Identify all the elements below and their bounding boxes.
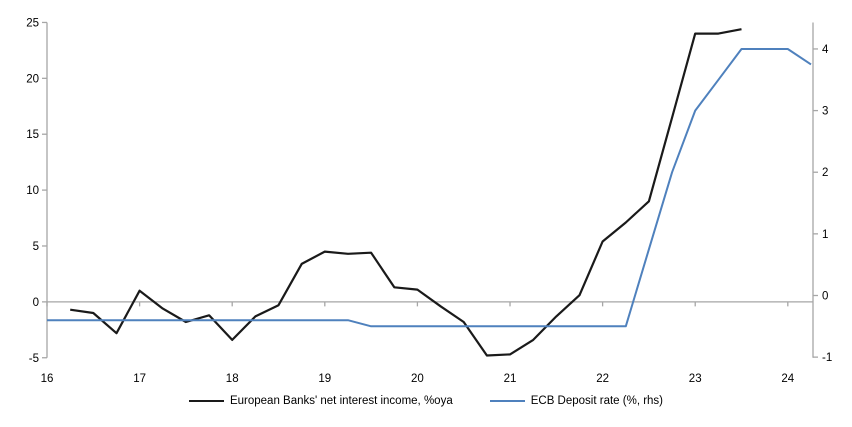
x-tick-label: 19	[318, 373, 331, 385]
x-tick-label: 24	[781, 373, 794, 385]
x-axis: 16 17 18 19 20 21 22 23 24	[41, 301, 813, 385]
legend-label-nii: European Banks' net interest income, %oy…	[229, 395, 453, 407]
series-line-ecb	[47, 48, 812, 328]
x-tick-label: 16	[41, 373, 54, 385]
y-tick-label-right: 0	[822, 290, 828, 302]
x-tick-label: 21	[504, 373, 517, 385]
y-tick-label-left: 5	[33, 241, 39, 253]
x-tick-label: 20	[411, 373, 424, 385]
y-tick-label-left: -5	[29, 353, 39, 365]
legend: European Banks' net interest income, %oy…	[0, 395, 852, 407]
x-tick-label: 17	[133, 373, 146, 385]
y-tick-label-left: 10	[26, 185, 39, 197]
legend-label-ecb: ECB Deposit rate (%, rhs)	[530, 395, 664, 407]
blue-line-sample-icon	[489, 400, 525, 402]
x-tick-label: 22	[596, 373, 609, 385]
y-tick-label-right: 3	[822, 106, 828, 118]
series-line-nii	[70, 28, 742, 357]
legend-item-ecb: ECB Deposit rate (%, rhs)	[489, 395, 664, 407]
x-tick-label: 23	[689, 373, 702, 385]
y-tick-label-right: 1	[822, 229, 828, 241]
y-tick-label-right: -1	[822, 352, 832, 364]
x-tick-label: 18	[226, 373, 239, 385]
y-tick-label-right: 4	[822, 44, 829, 56]
legend-item-nii: European Banks' net interest income, %oy…	[188, 395, 453, 407]
y-tick-label-left: 0	[33, 297, 39, 309]
y-tick-label-right: 2	[822, 167, 828, 179]
y-tick-label-left: 20	[26, 73, 39, 85]
y-tick-label-left: 25	[26, 17, 39, 29]
y-axis-right: 4 3 2 1 0 -1	[812, 22, 832, 364]
y-axis-left: 25 20 15 10 5 0 -5	[26, 17, 48, 365]
black-line-sample-icon	[188, 400, 224, 402]
y-tick-label-left: 15	[26, 129, 39, 141]
